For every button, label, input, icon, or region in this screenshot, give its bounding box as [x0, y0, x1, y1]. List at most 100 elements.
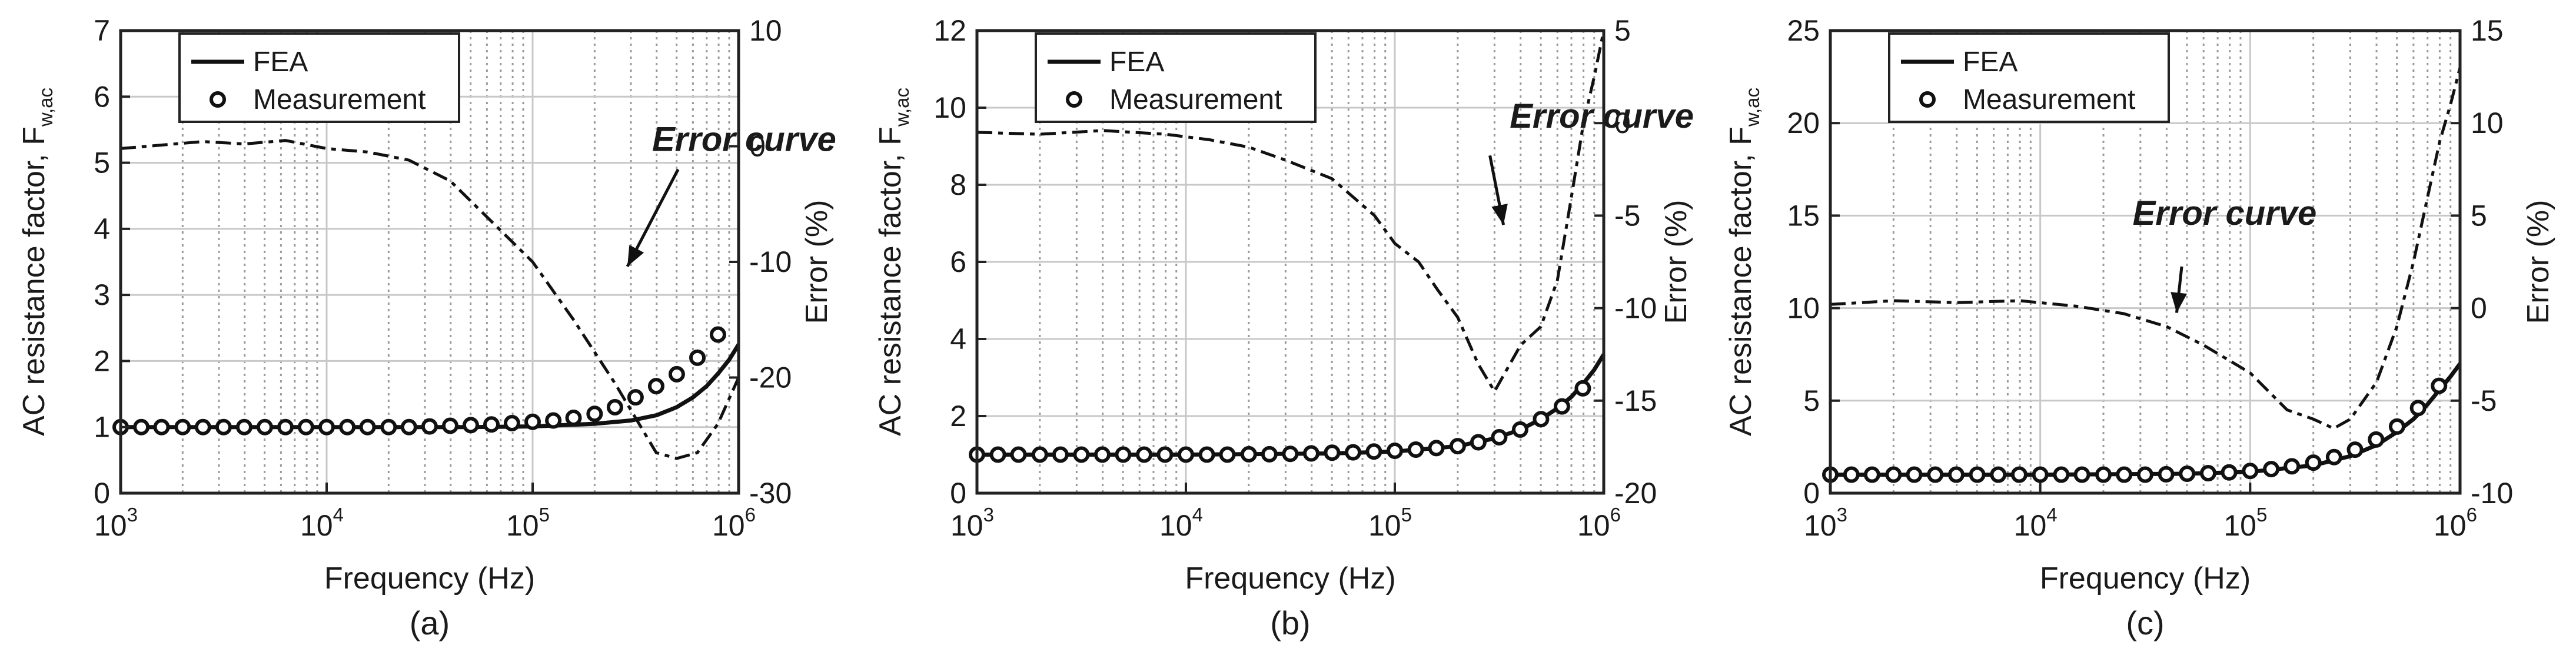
error-curve-annotation: Error curve [1510, 97, 1694, 135]
x-tick-base: 10 [2223, 509, 2256, 542]
y2-tick-label: 15 [2471, 14, 2504, 47]
y2-tick-label: 0 [2471, 292, 2487, 325]
measurement-point [2263, 461, 2280, 478]
y2-axis-label: Error (%) [800, 200, 834, 324]
chart-panel-b: 103 104 105 106024681012-20-15-10-505Freque… [873, 14, 1694, 641]
measurement-series [112, 326, 726, 435]
measurement-point [1136, 446, 1153, 463]
measurement-point [2346, 441, 2364, 458]
measurement-point [2431, 377, 2448, 394]
y2-tick-label: -5 [1614, 199, 1640, 232]
measurement-point [2116, 466, 2133, 483]
measurement-point [359, 418, 376, 435]
measurement-point [2325, 448, 2342, 466]
measurement-point [2305, 454, 2322, 471]
x-tick-label: 105 [1368, 504, 1412, 542]
x-tick-label: 104 [300, 504, 344, 542]
legend-fea-label: FEA [1109, 46, 1164, 78]
x-tick-exponent: 5 [1401, 504, 1412, 526]
y-tick-label: 6 [950, 245, 966, 278]
measurement-point [2032, 466, 2049, 483]
y-tick-label: 3 [94, 278, 110, 311]
fea-line [121, 343, 740, 430]
y-tick-label: 5 [1803, 384, 1820, 417]
legend-measurement-label: Measurement [1963, 84, 2135, 115]
y-axis-label: AC resistance factor, Fw,ac [873, 88, 913, 436]
x-tick-exponent: 6 [1610, 504, 1621, 526]
legend-measurement-swatch [1066, 91, 1082, 108]
y-axis-label-subscript: w,ac [891, 88, 913, 127]
fea-line [977, 353, 1606, 457]
measurement-point [1491, 429, 1508, 446]
panel-caption: (a) [410, 604, 450, 641]
measurement-point [647, 378, 664, 395]
y-tick-label: 20 [1787, 107, 1820, 139]
y-tick-label: 6 [94, 80, 110, 113]
y-tick-label: 4 [950, 322, 966, 355]
legend: FEA Measurement [1888, 32, 2170, 123]
measurement-point [1449, 438, 1466, 455]
measurement-point [1885, 466, 1902, 483]
y-axis-label-main: AC resistance factor, F [17, 127, 51, 436]
x-tick-base: 10 [950, 509, 983, 542]
y-tick-label: 2 [950, 400, 966, 433]
legend-measurement-swatch [210, 91, 226, 108]
measurement-point [215, 418, 232, 435]
legend-box [1888, 32, 2170, 123]
legend-measurement-label: Measurement [1109, 84, 1282, 115]
y2-tick-label: -10 [1614, 292, 1657, 325]
measurement-point [1219, 446, 1236, 463]
x-tick-base: 10 [2014, 509, 2047, 542]
plot-frame [1829, 29, 2462, 495]
measurement-point [989, 446, 1006, 463]
measurement-point [1365, 443, 1382, 460]
measurement-point [1052, 446, 1069, 463]
measurement-point [235, 418, 252, 435]
x-tick-label: 103 [94, 504, 138, 542]
measurement-point [2368, 431, 2385, 448]
measurement-point [2010, 466, 2027, 483]
measurement-point [503, 414, 520, 431]
x-tick-exponent: 4 [1192, 504, 1203, 526]
x-tick-label: 105 [506, 504, 550, 542]
legend-measurement-label: Measurement [253, 84, 426, 115]
measurement-point [1863, 466, 1880, 483]
measurement-point [1470, 434, 1487, 451]
measurement-point [1282, 445, 1299, 463]
y-tick-label: 25 [1787, 14, 1820, 47]
measurement-point [1969, 466, 1986, 483]
y2-tick-label: -30 [749, 477, 792, 510]
measurement-point [421, 418, 438, 435]
measurement-point [2388, 418, 2405, 435]
measurement-point [1031, 446, 1048, 463]
y2-axis-label: Error (%) [2521, 200, 2555, 324]
x-tick-exponent: 6 [745, 504, 756, 526]
x-tick-label: 105 [2223, 504, 2267, 542]
measurement-point [2200, 465, 2217, 482]
measurement-point [2179, 465, 2196, 482]
measurement-point [400, 418, 417, 435]
measurement-point [1240, 445, 1257, 463]
measurement-point [1010, 446, 1027, 463]
y-axis-label: AC resistance factor, Fw,ac [17, 88, 56, 436]
measurement-point [483, 416, 500, 433]
y-tick-label: 1 [94, 411, 110, 444]
y-axis-label-main: AC resistance factor, F [1724, 127, 1758, 436]
measurement-point [2158, 466, 2175, 483]
y-tick-label: 0 [950, 477, 966, 510]
y-tick-label: 5 [94, 147, 110, 179]
y2-tick-label: -10 [749, 245, 792, 278]
measurement-point [2221, 464, 2238, 481]
error-curve-line [1830, 67, 2462, 430]
y2-tick-label: -20 [1614, 477, 1657, 510]
measurement-point [1428, 440, 1445, 457]
x-tick-base: 10 [1804, 509, 1837, 542]
y2-tick-label: -10 [2471, 477, 2513, 510]
measurement-point [2136, 466, 2153, 483]
x-tick-label: 106 [2434, 504, 2477, 542]
measurement-point [1554, 398, 1571, 415]
error-curve-line [976, 30, 1606, 395]
annotation-arrow-head [2171, 292, 2188, 313]
x-tick-label: 104 [2014, 504, 2058, 542]
